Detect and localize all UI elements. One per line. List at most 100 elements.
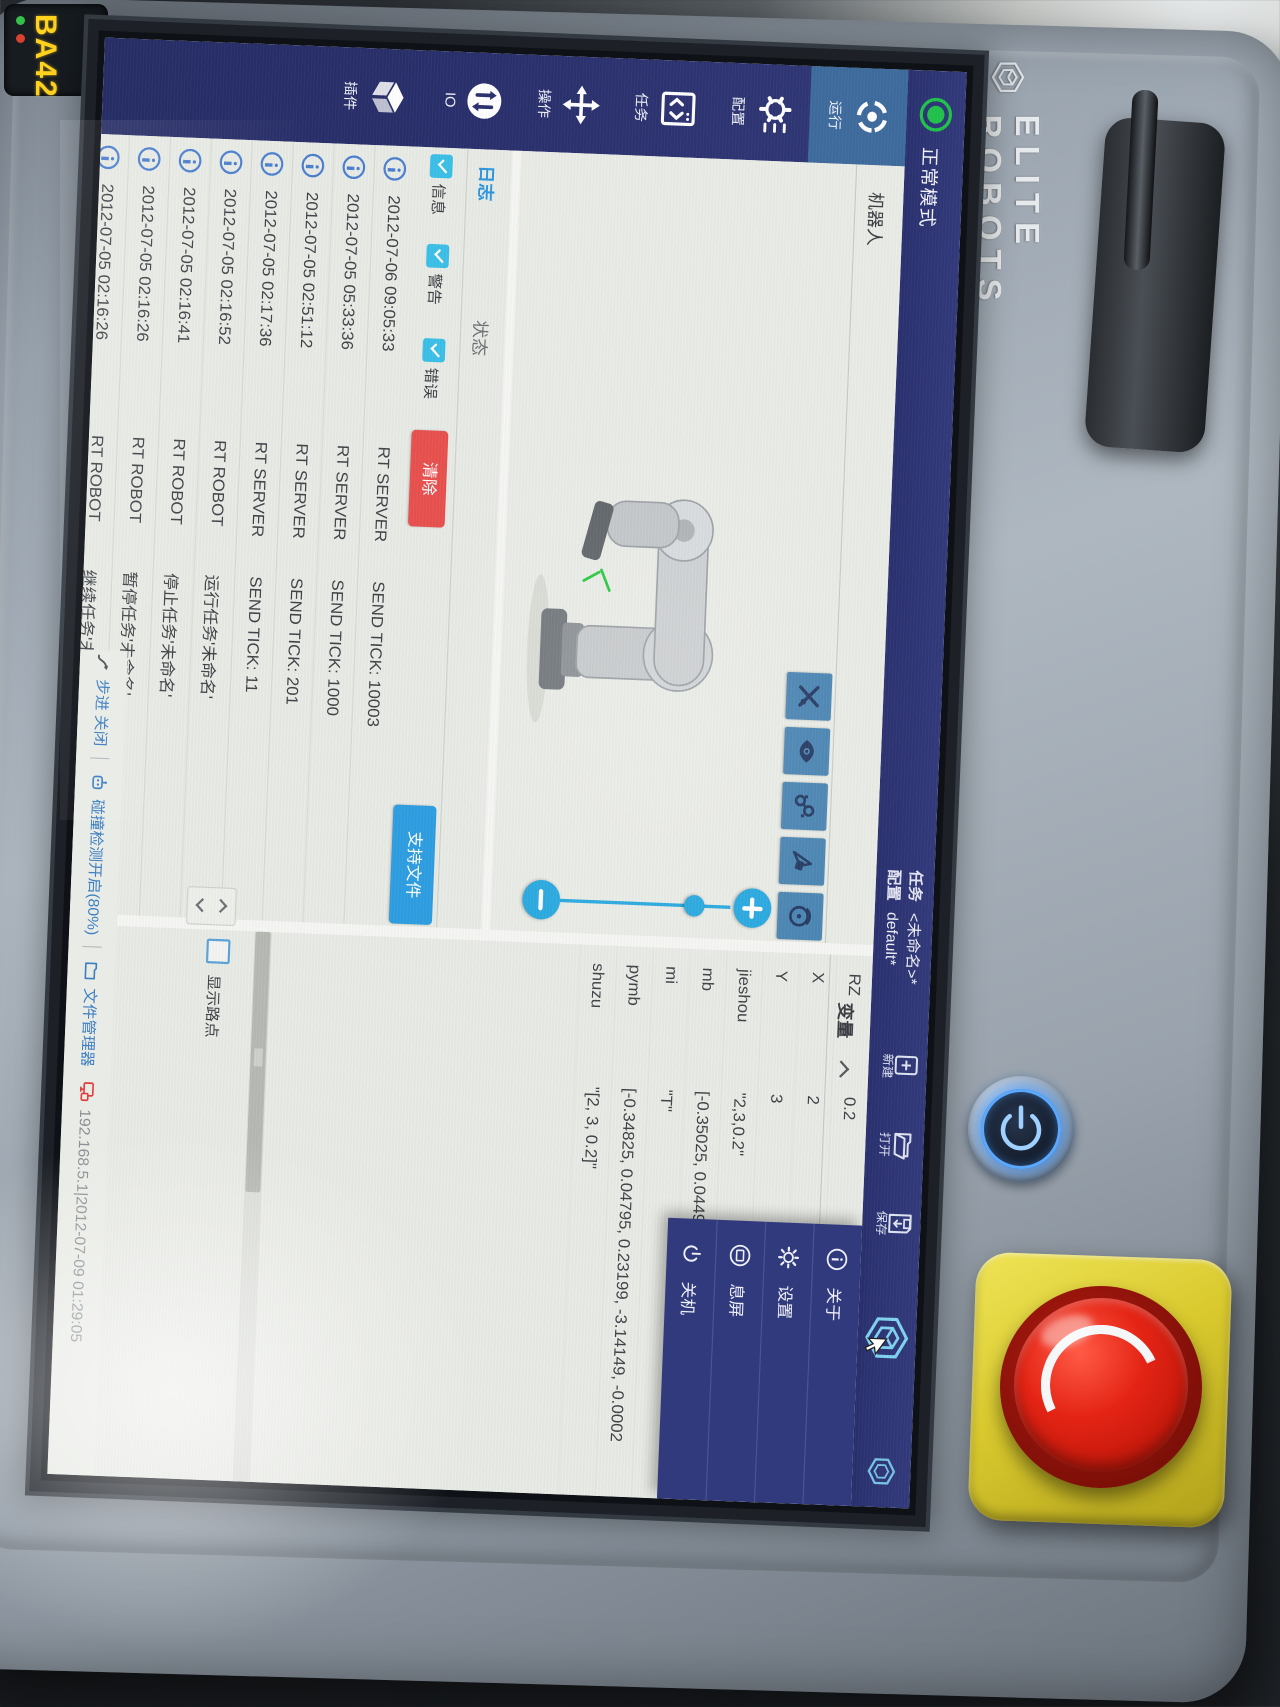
variable-value: [-0.34825, 0.04795, 0.23199, -3.14149, -…	[606, 1087, 639, 1443]
crossed-tools-icon	[798, 685, 820, 708]
viewport-trace-button[interactable]	[780, 781, 829, 831]
splitter-collapse-control[interactable]	[185, 886, 237, 927]
log-message: SEND TICK: 10003	[363, 580, 388, 728]
variable-value: "[2, 3, 0.2]"	[580, 1086, 603, 1170]
sidebar-item-plugin[interactable]: 插件	[323, 46, 424, 146]
menu-item-shutdown[interactable]: 关机	[657, 1218, 717, 1500]
tab-robot[interactable]: 机器人	[863, 191, 885, 247]
variable-name: shuzu	[587, 962, 608, 1009]
step-mode-icon	[97, 654, 109, 671]
log-panel: 日志 状态 信息 警告 错误 清除 支持文件 2012-07-06 09:05:…	[69, 134, 513, 930]
variable-name: mi	[661, 965, 681, 985]
mode-label: 正常模式	[916, 146, 940, 229]
sidebar-item-task[interactable]: 任务	[614, 58, 715, 158]
remote-screen-icon	[79, 1082, 94, 1102]
new-task-button[interactable]: 新建	[869, 1033, 923, 1100]
filter-error-checkbox[interactable]	[422, 338, 446, 363]
separator	[82, 946, 102, 949]
sidebar-label: IO	[442, 91, 459, 108]
variable-name: jieshou	[733, 968, 754, 1023]
log-time: 2012-07-05 02:17:36	[255, 189, 281, 347]
brand-name: ELITE ROBOTS	[971, 114, 1046, 310]
sidebar-item-jog[interactable]: 操作	[517, 54, 618, 154]
info-icon	[383, 156, 407, 182]
open-task-button[interactable]: 打开	[866, 1111, 920, 1178]
mouse-cursor	[864, 1337, 888, 1356]
variable-name: mb	[697, 967, 718, 992]
log-message: SEND TICK: 1000	[322, 579, 347, 717]
tab-log[interactable]: 日志	[474, 164, 495, 202]
show-waypoints-checkbox[interactable]	[205, 938, 231, 965]
info-icon	[178, 148, 202, 173]
sidebar-item-io[interactable]: IO	[420, 50, 521, 150]
file-manager-link[interactable]: 文件管理器	[78, 987, 100, 1067]
save-label: 保存	[873, 1210, 888, 1236]
filter-error-label: 错误	[421, 367, 441, 400]
variable-name: X	[808, 971, 827, 984]
info-icon	[342, 155, 366, 180]
power-button[interactable]	[968, 1076, 1074, 1182]
tab-status[interactable]: 状态	[468, 319, 489, 357]
log-time: 2012-07-05 05:33:36	[337, 193, 362, 351]
show-waypoints-label: 显示路点	[202, 974, 223, 1038]
sidebar-label: 插件	[341, 80, 359, 111]
gear-icon	[759, 96, 792, 134]
menu-item-about[interactable]: 关于	[802, 1223, 863, 1507]
log-time: 2012-07-05 02:16:52	[214, 188, 240, 346]
config-label: 配置	[884, 869, 904, 902]
filter-info-checkbox[interactable]	[429, 154, 454, 179]
open-folder-icon	[893, 1132, 912, 1160]
log-source: RT SERVER	[288, 442, 311, 540]
support-files-button[interactable]: 支持文件	[388, 804, 437, 926]
task-label: 任务	[906, 870, 925, 903]
viewport-paint-button[interactable]	[778, 836, 826, 886]
asset-sticker: BA42	[4, 4, 108, 99]
menu-item-screen-off[interactable]: 息屏	[705, 1219, 766, 1503]
zoom-in-button[interactable]	[732, 887, 773, 929]
sidebar-item-config[interactable]: 配置	[711, 62, 812, 162]
top-bar: 正常模式 任务 <未命名>* 配置 default* 新建 打开	[850, 69, 967, 1509]
step-mode-status[interactable]: 步进 关闭	[91, 678, 112, 747]
asset-sticker-label: BA42	[29, 14, 62, 99]
save-task-button[interactable]: 保存	[863, 1190, 917, 1257]
log-message: SEND TICK: 11	[241, 575, 265, 694]
zoom-slider-knob[interactable]	[683, 894, 705, 917]
viewport-view-button[interactable]	[783, 726, 831, 776]
variables-footer: 显示路点	[157, 928, 244, 1480]
info-icon	[301, 153, 325, 178]
run-target-icon	[856, 100, 888, 133]
info-icon	[219, 150, 243, 175]
sidebar-item-run[interactable]: 运行	[807, 65, 909, 167]
log-source: RT ROBOT	[84, 434, 107, 522]
collision-detection-status[interactable]: 碰撞检测开启(80%)	[84, 798, 107, 936]
variable-name: pymb	[623, 964, 644, 1007]
info-icon	[137, 146, 161, 172]
variable-name: RZ	[844, 973, 864, 997]
sidebar-nav: 运行 配置 任务	[101, 37, 909, 167]
robot-3d-viewport[interactable]: 机器人	[489, 150, 905, 946]
viewport-center-button[interactable]	[776, 891, 824, 941]
log-source: RT SERVER	[329, 444, 352, 541]
emergency-stop-button[interactable]	[1014, 1298, 1188, 1472]
menu-label: 关机	[677, 1281, 697, 1316]
zoom-out-button[interactable]	[521, 879, 561, 921]
filter-info-label: 信息	[429, 183, 448, 216]
cube-icon	[371, 81, 404, 113]
open-label: 打开	[876, 1131, 891, 1158]
move-arrows-icon	[562, 85, 600, 125]
linked-dots-icon	[794, 794, 815, 818]
brand-mark: ELITE ROBOTS	[970, 60, 1046, 331]
filter-warning-label: 警告	[425, 273, 444, 306]
filter-warning-checkbox[interactable]	[425, 243, 450, 269]
menu-item-settings[interactable]: 设置	[753, 1221, 814, 1505]
new-file-icon	[894, 1055, 919, 1076]
task-code-icon	[660, 91, 696, 127]
sidebar-label: 运行	[826, 100, 844, 131]
system-menu-logo-button[interactable]	[863, 1313, 910, 1362]
log-message: 停止任务'未命名'	[156, 572, 180, 698]
gear-icon	[778, 1246, 800, 1269]
log-source: RT SERVER	[247, 441, 270, 538]
clear-log-button[interactable]: 清除	[407, 429, 449, 528]
log-list[interactable]: 2012-07-06 09:05:33 RT SERVER SEND TICK:…	[69, 134, 416, 926]
viewport-tools-button[interactable]	[785, 671, 833, 721]
